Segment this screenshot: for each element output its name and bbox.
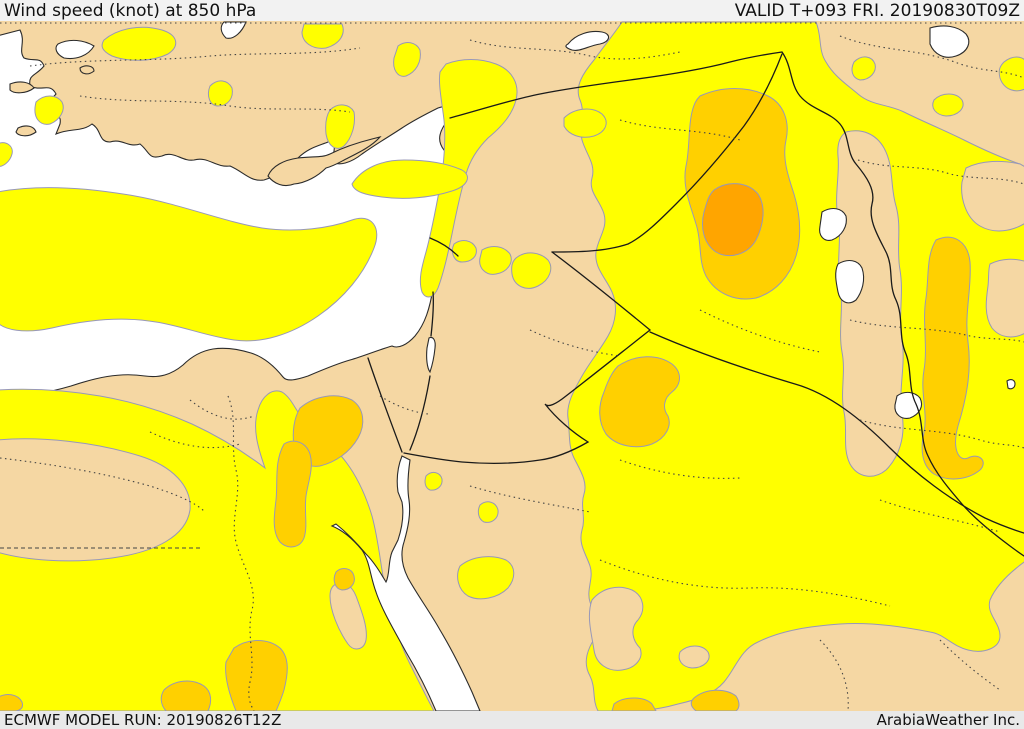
- seas-and-lakes: [330, 25, 1016, 712]
- model-run-label: ECMWF MODEL RUN: 20190826T12Z: [4, 711, 282, 729]
- map-title: Wind speed (knot) at 850 hPa: [4, 0, 257, 21]
- lake-urmia: [929, 25, 970, 58]
- attribution-label: ArabiaWeather Inc.: [876, 711, 1020, 729]
- valid-time-label: VALID T+093 FRI. 20190830T09Z: [734, 0, 1020, 21]
- wind-region-yellow-sea: [0, 187, 378, 342]
- reservoir-lake: [565, 30, 610, 51]
- lake: [1006, 379, 1016, 390]
- marmara-sea: [55, 39, 95, 60]
- dead-sea: [426, 336, 436, 374]
- cyprus-island: [267, 136, 382, 187]
- wind-region-yellow-cyprus-east: [351, 159, 468, 199]
- lake-van: [819, 207, 847, 241]
- aegean-island: [15, 125, 37, 137]
- wind-region-yellow-patches: [0, 23, 1024, 600]
- aegean-island: [79, 65, 95, 75]
- red-sea: [330, 455, 481, 712]
- admin-boundaries-dotted: [0, 22, 1024, 712]
- map-footer-bar: ECMWF MODEL RUN: 20190826T12Z ArabiaWeat…: [0, 711, 1024, 729]
- country-borders: [367, 51, 1024, 557]
- low-wind-land-gaps: [0, 130, 1024, 671]
- map-header-bar: Wind speed (knot) at 850 hPa VALID T+093…: [0, 0, 1024, 21]
- wind-region-orange: [702, 183, 764, 256]
- islands: [9, 65, 382, 187]
- aegean-island: [9, 81, 35, 94]
- lake: [894, 391, 923, 419]
- lake: [835, 259, 865, 304]
- black-sea-notch: [220, 21, 247, 39]
- wind-region-yellow-east: [567, 21, 1024, 712]
